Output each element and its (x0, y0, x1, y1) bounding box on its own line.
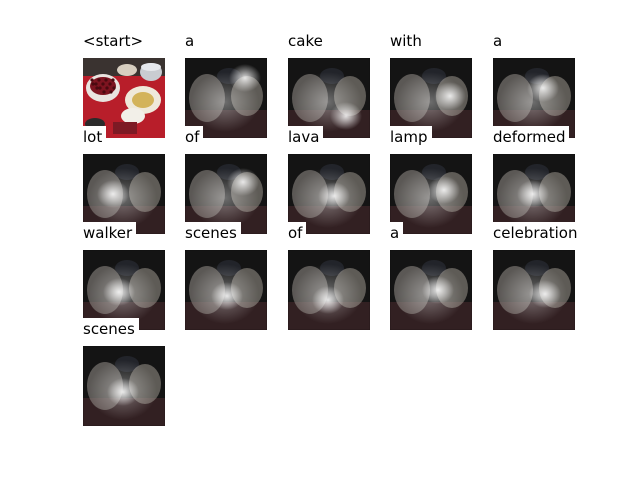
original-image (83, 58, 165, 138)
attention-map-image (83, 346, 165, 426)
attention-map-image (390, 58, 472, 138)
attention-map-image (493, 250, 575, 330)
attention-cell: scenes (185, 222, 267, 330)
caption-word: <start> (83, 30, 148, 52)
attention-cell: a (185, 30, 267, 138)
attention-map-image (185, 154, 267, 234)
attention-map-image (288, 154, 370, 234)
caption-word: a (493, 30, 507, 52)
caption-word: celebration (493, 222, 582, 244)
caption-word: with (390, 30, 426, 52)
attention-map-image (185, 58, 267, 138)
caption-word: of (185, 126, 204, 148)
attention-cell: <start> (83, 30, 165, 138)
caption-word: lot (83, 126, 107, 148)
attention-cell: a (390, 222, 472, 330)
attention-map-image (390, 250, 472, 330)
attention-map-image (288, 250, 370, 330)
attention-cell: lava (288, 126, 370, 234)
attention-map-image (185, 250, 267, 330)
attention-map-image (390, 154, 472, 234)
caption-word: lamp (390, 126, 432, 148)
caption-word: scenes (185, 222, 241, 244)
attention-cell: cake (288, 30, 370, 138)
attention-cell: of (185, 126, 267, 234)
caption-word: a (185, 30, 199, 52)
caption-word: cake (288, 30, 327, 52)
caption-word: walker (83, 222, 137, 244)
caption-word: deformed (493, 126, 570, 148)
caption-word: scenes (83, 318, 139, 340)
attention-cell: with (390, 30, 472, 138)
attention-cell: scenes (83, 318, 165, 426)
attention-map-image (288, 58, 370, 138)
caption-word: lava (288, 126, 324, 148)
attention-cell: of (288, 222, 370, 330)
attention-cell: celebration (493, 222, 582, 330)
caption-word: a (390, 222, 404, 244)
caption-word: of (288, 222, 307, 244)
attention-cell: lamp (390, 126, 472, 234)
